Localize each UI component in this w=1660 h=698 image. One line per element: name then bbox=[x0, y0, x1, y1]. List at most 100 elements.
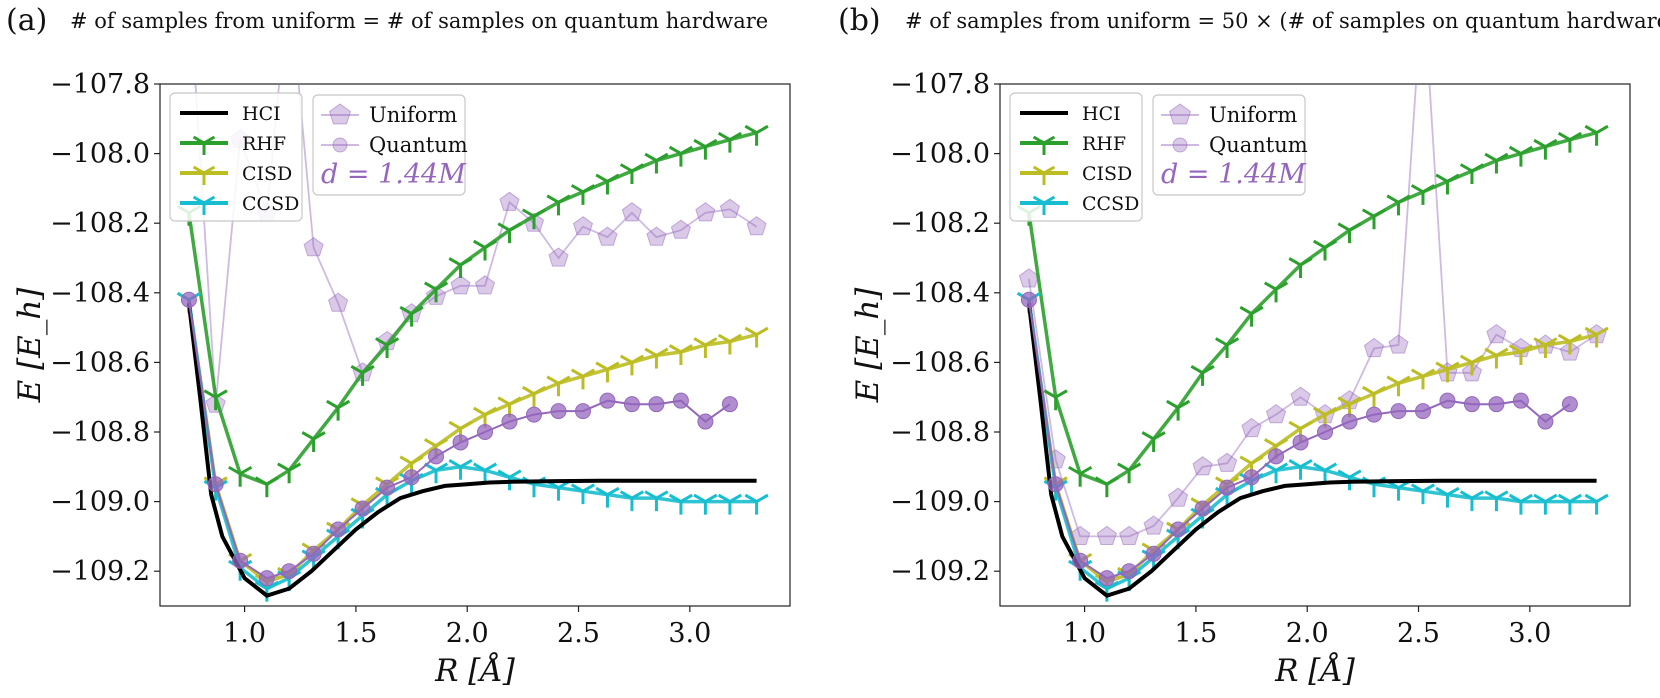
rhf-point bbox=[1337, 222, 1362, 244]
uniform-point bbox=[474, 275, 496, 295]
y-tick-label: −108.6 bbox=[50, 347, 150, 378]
cisd-point bbox=[1435, 361, 1460, 383]
rhf-point bbox=[1094, 476, 1119, 498]
ccsd-point bbox=[1410, 483, 1436, 505]
x-tick-label: 1.5 bbox=[334, 618, 377, 649]
x-tick-label: 1.0 bbox=[1063, 618, 1106, 649]
quantum-point bbox=[1020, 291, 1037, 308]
ccsd-point bbox=[619, 490, 645, 512]
rhf-point bbox=[350, 365, 375, 386]
uniform-point bbox=[597, 226, 618, 246]
uniform-point bbox=[1265, 403, 1287, 424]
ccsd-point bbox=[668, 493, 693, 515]
quantum-point bbox=[281, 563, 298, 580]
ccsd-point bbox=[1533, 493, 1558, 515]
cisd-point bbox=[1459, 354, 1484, 376]
legend-marker-uniform bbox=[1168, 103, 1192, 125]
ccsd-point bbox=[1459, 490, 1484, 512]
cisd-point bbox=[595, 361, 620, 383]
quantum-point bbox=[550, 403, 567, 420]
quantum-point bbox=[501, 413, 518, 430]
rhf-point bbox=[1166, 399, 1191, 421]
quantum-point bbox=[599, 392, 616, 409]
cisd-point bbox=[644, 347, 669, 369]
rhf-point bbox=[497, 222, 522, 244]
ccsd-point bbox=[693, 493, 718, 515]
ccsd-point bbox=[448, 458, 473, 480]
rhf-point bbox=[1508, 145, 1533, 167]
quantum-point bbox=[1463, 396, 1480, 413]
y-tick-label: −108.8 bbox=[890, 417, 990, 448]
quantum-point bbox=[648, 396, 665, 413]
rhf-point bbox=[521, 208, 547, 230]
legend-marker-rhf bbox=[1032, 135, 1056, 155]
legend-note: d = 1.44M bbox=[321, 159, 467, 190]
quantum-point bbox=[697, 413, 714, 430]
rhf-point bbox=[254, 476, 279, 498]
rhf-point bbox=[644, 152, 669, 174]
quantum-point bbox=[1292, 434, 1309, 451]
quantum-point bbox=[574, 403, 591, 420]
cisd-point bbox=[1361, 385, 1387, 407]
ccsd-point bbox=[1435, 486, 1460, 508]
legend-marker-cisd bbox=[192, 165, 216, 185]
rhf-point bbox=[744, 124, 769, 146]
quantum-point bbox=[1268, 448, 1285, 465]
ccsd-point bbox=[717, 493, 742, 515]
cisd-point bbox=[619, 354, 645, 376]
ccsd-point bbox=[1288, 458, 1313, 480]
cisd-point bbox=[717, 333, 742, 355]
rhf-point bbox=[301, 431, 326, 452]
y-tick-label: −109.0 bbox=[890, 487, 990, 518]
ccsd-point bbox=[644, 490, 669, 512]
legend-label-rhf: RHF bbox=[242, 133, 286, 155]
y-tick-label: −108.0 bbox=[890, 139, 990, 170]
rhf-point bbox=[375, 337, 400, 358]
rhf-point bbox=[570, 184, 596, 205]
y-axis-label: E [E_h] bbox=[12, 287, 48, 404]
data-layer bbox=[176, 84, 769, 602]
legend-box-samples bbox=[1152, 94, 1306, 196]
series-uniform-line bbox=[194, 84, 758, 405]
rhf-point bbox=[203, 389, 228, 411]
y-tick-label: −108.0 bbox=[50, 139, 150, 170]
uniform-point bbox=[670, 219, 691, 239]
rhf-point bbox=[1584, 124, 1609, 146]
ccsd-point bbox=[1386, 479, 1411, 501]
uniform-point bbox=[646, 226, 667, 246]
legend-label-ccsd: CCSD bbox=[242, 193, 299, 215]
rhf-point bbox=[1484, 152, 1509, 174]
quantum-point bbox=[1317, 424, 1334, 440]
legend-label-cisd: CISD bbox=[1082, 163, 1132, 185]
quantum-point bbox=[525, 406, 542, 423]
uniform-point bbox=[548, 247, 569, 267]
panel-a: (a) # of samples from uniform = # of samp… bbox=[6, 3, 791, 689]
quantum-point bbox=[1170, 521, 1187, 538]
cisd-point bbox=[1508, 344, 1533, 365]
x-tick-label: 2.5 bbox=[1397, 618, 1440, 649]
quantum-point bbox=[1390, 403, 1407, 420]
rhf-point bbox=[277, 462, 302, 484]
quantum-point bbox=[721, 396, 738, 413]
legend-box-methods bbox=[1009, 92, 1143, 222]
quantum-point bbox=[1121, 563, 1138, 580]
quantum-point bbox=[1414, 403, 1431, 420]
y-tick-label: −108.2 bbox=[890, 208, 990, 239]
cisd-point bbox=[1533, 337, 1558, 358]
ccsd-point bbox=[1557, 493, 1582, 515]
rhf-point bbox=[1141, 431, 1166, 452]
quantum-point bbox=[1194, 500, 1211, 517]
legend-marker-uniform bbox=[328, 103, 352, 125]
quantum-point bbox=[1145, 545, 1162, 562]
ccsd-point bbox=[1508, 493, 1533, 515]
uniform-point bbox=[719, 198, 740, 218]
legend-label-hci: HCI bbox=[1082, 103, 1121, 125]
quantum-point bbox=[1439, 392, 1456, 409]
x-tick-label: 1.0 bbox=[223, 618, 266, 649]
cisd-point bbox=[521, 385, 547, 407]
legend-label-uniform: Uniform bbox=[369, 103, 457, 127]
rhf-point bbox=[1215, 337, 1240, 358]
rhf-point bbox=[1068, 465, 1093, 487]
x-tick-label: 3.0 bbox=[1508, 618, 1551, 649]
uniform-point bbox=[621, 202, 643, 222]
